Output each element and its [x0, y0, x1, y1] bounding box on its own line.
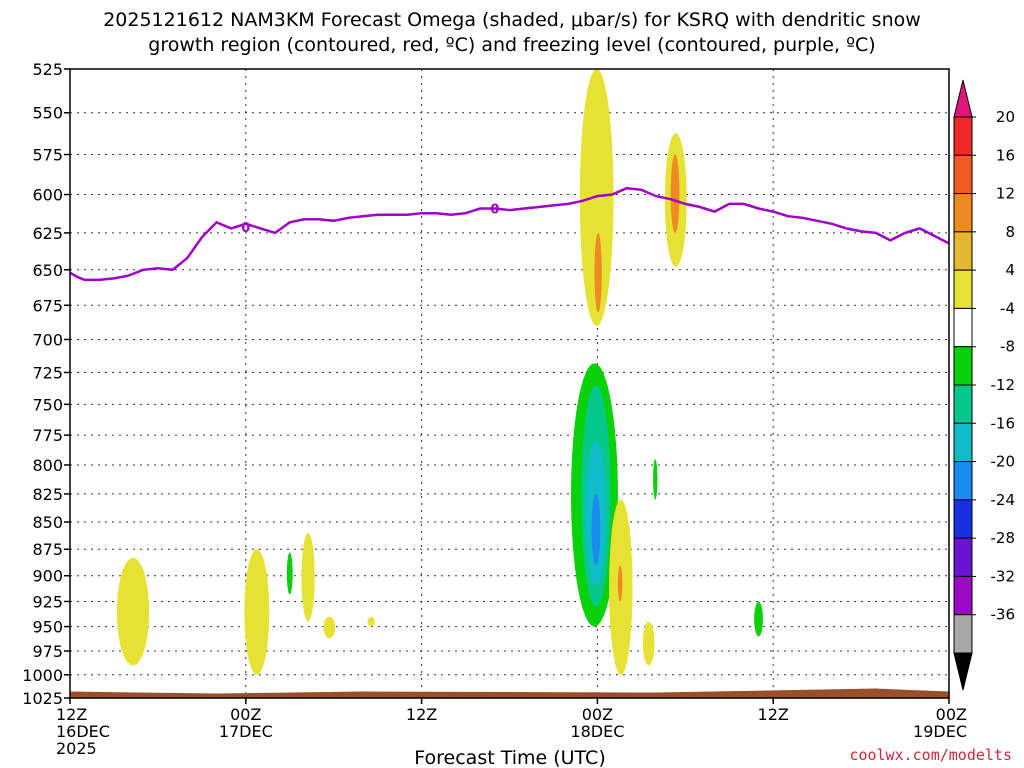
y-tick-label: 750	[32, 395, 63, 414]
y-tick-label: 1000	[22, 666, 63, 685]
colorbar-label: -20	[991, 453, 1016, 471]
colorbar-label: 12	[996, 185, 1015, 203]
colorbar-segment	[953, 537, 973, 577]
omega-region	[301, 532, 315, 622]
omega-region	[594, 232, 602, 313]
colorbar-segment	[953, 346, 973, 386]
colorbar-segment	[953, 422, 973, 463]
colorbar-segment	[953, 614, 973, 654]
x-tick-label: 00Z	[582, 705, 613, 724]
y-tick-label: 625	[32, 224, 63, 243]
credit-text: coolwx.com/modelts	[849, 746, 1012, 764]
plot-frame	[69, 68, 950, 699]
y-tick-label: 925	[32, 592, 63, 611]
omega-region	[653, 459, 658, 500]
freezing-level-line	[69, 186, 950, 282]
x-tick-label: 12Z	[56, 705, 87, 724]
x-tick-label: 17DEC	[219, 722, 273, 741]
y-tick-label: 700	[32, 330, 63, 349]
colorbar-label: -12	[991, 376, 1016, 394]
omega-region	[754, 601, 763, 637]
colorbar-segment	[953, 461, 973, 501]
y-tick-label: 600	[32, 186, 63, 205]
x-axis-label: Forecast Time (UTC)	[414, 747, 605, 768]
ground-area	[70, 688, 949, 698]
x-tick-label: 18DEC	[570, 722, 624, 741]
x-tick-label: 12Z	[406, 705, 437, 724]
colorbar-label: -36	[991, 606, 1016, 624]
chart-title-line1: 2025121612 NAM3KM Forecast Omega (shaded…	[103, 9, 921, 31]
colorbar-bottom-arrow	[953, 652, 973, 691]
colorbar-label: -28	[991, 529, 1016, 547]
freezing-level-contour: 00	[69, 186, 950, 282]
x-tick-label: 2025	[56, 739, 97, 758]
y-tick-label: 575	[32, 146, 63, 165]
omega-shading	[116, 69, 763, 675]
y-tick-label: 875	[32, 540, 63, 559]
colorbar-segment	[953, 575, 973, 616]
omega-region	[286, 552, 293, 595]
y-tick-label: 800	[32, 456, 63, 475]
colorbar-segment	[953, 154, 973, 195]
colorbar-label: 20	[996, 108, 1015, 126]
y-tick-label: 850	[32, 513, 63, 532]
colorbar: 20 16 12 8 4 -4 -8 -12 -16 -20 -24 -28 -32 -36	[953, 79, 1016, 691]
colorbar-label: 8	[1005, 223, 1015, 241]
colorbar-label: 16	[996, 146, 1015, 164]
y-tick-label: 525	[32, 60, 63, 79]
colorbar-segment	[953, 193, 973, 233]
freezing-level-label: 0	[241, 221, 250, 236]
colorbar-label: -16	[991, 414, 1016, 432]
freezing-level-label: 0	[490, 203, 499, 218]
colorbar-segment	[953, 307, 973, 348]
y-tick-label: 900	[32, 567, 63, 586]
chart-title-line2: growth region (contoured, red, ºC) and f…	[148, 34, 875, 56]
omega-region	[591, 493, 601, 566]
x-tick-label: 16DEC	[56, 722, 110, 741]
y-tick-label: 1025	[22, 689, 63, 708]
y-tick-label: 775	[32, 426, 63, 445]
y-tick-label: 950	[32, 618, 63, 637]
omega-region	[367, 616, 375, 627]
y-tick-label: 650	[32, 261, 63, 280]
omega-region	[323, 616, 336, 639]
colorbar-label: -4	[1000, 299, 1015, 317]
y-tick-label: 975	[32, 642, 63, 661]
y-tick-label: 550	[32, 104, 63, 123]
colorbar-label: -8	[1000, 338, 1015, 356]
colorbar-segment	[953, 384, 973, 424]
omega-region	[244, 549, 270, 675]
y-tick-label: 825	[32, 485, 63, 504]
x-tick-label: 12Z	[758, 705, 789, 724]
colorbar-segment	[953, 499, 973, 539]
colorbar-segment	[953, 116, 973, 156]
omega-region	[670, 154, 680, 233]
colorbar-segment	[953, 231, 973, 271]
colorbar-label: 4	[1005, 261, 1015, 279]
colorbar-label: -32	[991, 567, 1016, 585]
colorbar-segment	[953, 269, 973, 309]
colorbar-label: -24	[991, 491, 1016, 509]
x-tick-label: 00Z	[230, 705, 261, 724]
y-tick-label: 675	[32, 296, 63, 315]
omega-region	[617, 565, 623, 602]
y-tick-label: 725	[32, 363, 63, 382]
omega-region	[642, 621, 655, 666]
colorbar-top-arrow	[953, 79, 973, 118]
omega-region	[116, 557, 150, 666]
x-tick-label: 19DEC	[913, 722, 967, 741]
ground-surface	[70, 688, 949, 698]
y-axis: 525 550 575 600 625 650 675 700 725 750 775 800 825 8…	[22, 60, 70, 708]
x-tick-label: 00Z	[936, 705, 967, 724]
grid	[69, 68, 950, 699]
